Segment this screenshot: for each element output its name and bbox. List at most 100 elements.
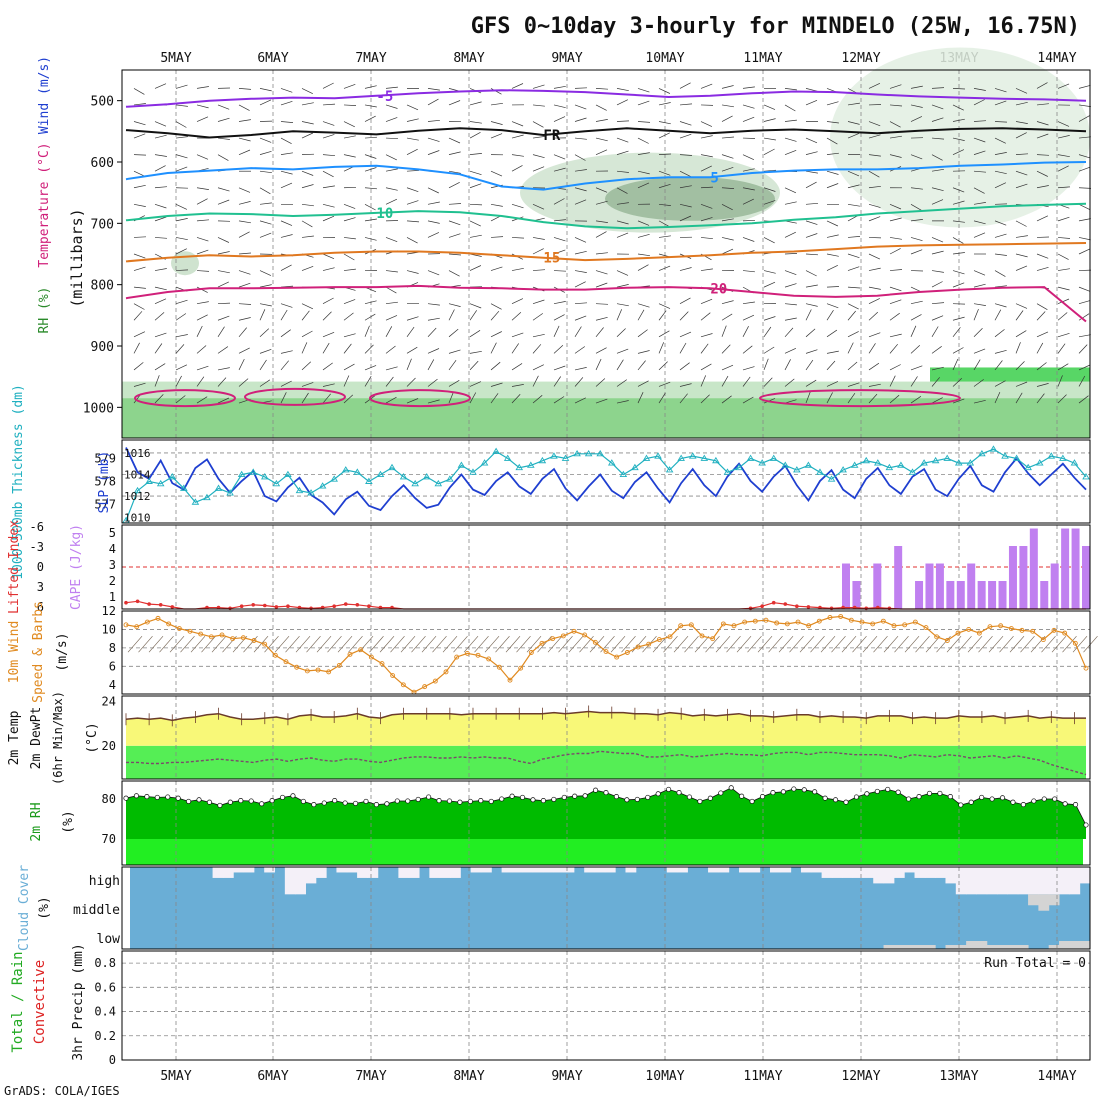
wind-barb	[322, 215, 335, 222]
wind-barb	[700, 375, 707, 387]
wind-barb	[700, 333, 713, 338]
wind-barb	[385, 376, 394, 387]
cloud-clear-high	[739, 867, 750, 873]
wind10-barb	[127, 635, 143, 653]
day-label-top: 12MAY	[841, 51, 880, 66]
wind-barb	[574, 237, 587, 243]
wind-barb	[154, 394, 164, 404]
wind-barb	[322, 154, 336, 157]
cloud-clear-low	[893, 945, 905, 949]
wind-barb	[196, 376, 205, 387]
rh-point	[697, 798, 703, 804]
rh-point	[478, 798, 484, 804]
wind-barb	[364, 204, 376, 211]
wind-barb	[427, 378, 438, 387]
wind-barb	[469, 265, 482, 271]
wind-barb	[868, 154, 881, 157]
wind-barb	[700, 83, 713, 89]
wind-barb	[742, 104, 755, 109]
thickness-point	[133, 486, 142, 494]
wind10-barb	[400, 635, 416, 653]
wind-barb	[553, 345, 564, 354]
wind-barb	[406, 316, 419, 321]
wind-barb	[385, 237, 398, 243]
wind-barb	[1078, 237, 1091, 241]
wind-barb	[931, 199, 944, 205]
cloud-clear-high	[1007, 867, 1019, 895]
li-tick-label: 0	[37, 560, 44, 574]
wind-barb	[889, 217, 902, 222]
wind-barb	[448, 309, 455, 321]
thickness-point	[411, 479, 419, 487]
wind-barb	[469, 170, 482, 176]
li-point	[262, 603, 267, 608]
wind-barb	[595, 137, 608, 142]
wind-barb	[364, 344, 374, 354]
wind-barb	[847, 203, 860, 207]
wind10-barb	[988, 635, 1004, 653]
wind-barb	[784, 270, 797, 276]
li-point	[783, 602, 788, 606]
wind10-point	[347, 651, 353, 657]
thickness-line	[125, 448, 1087, 521]
wind-barb	[700, 298, 713, 305]
li-point	[748, 606, 753, 611]
wind-barb	[175, 248, 187, 255]
wind10-barb	[841, 635, 857, 653]
wind-barb	[322, 267, 335, 271]
upper-ytick-label: 500	[91, 95, 114, 110]
rh-point	[718, 790, 724, 796]
wind10-point	[208, 634, 214, 640]
cloud-clear-high	[553, 867, 565, 873]
rh-point	[300, 798, 306, 804]
wind-barb	[973, 379, 984, 387]
wind-barb	[511, 203, 524, 209]
rh-unit: (%)	[61, 810, 76, 833]
wind-barb	[616, 150, 629, 155]
wind-barb	[973, 202, 986, 205]
wind-barb	[658, 102, 671, 106]
wind-barb	[196, 301, 209, 305]
wind10-barb	[715, 635, 731, 653]
rh-point	[1020, 802, 1026, 808]
wind-barb	[259, 359, 267, 371]
thickness-point	[1059, 454, 1067, 461]
wind-barb	[511, 298, 524, 304]
wind10-point	[912, 619, 918, 625]
wind-barb	[616, 202, 629, 205]
rh-point	[1031, 798, 1037, 804]
wind-barb	[1036, 266, 1049, 271]
wind-barb	[364, 167, 377, 172]
wind-barb	[700, 154, 713, 158]
wind10-point	[134, 624, 140, 630]
rh-point	[791, 786, 797, 792]
rh-point	[770, 790, 776, 796]
precip-ylabel-sub: Convective	[32, 960, 48, 1044]
cape-bar	[967, 563, 976, 609]
wind10-barb	[1009, 635, 1025, 653]
wind-barb	[469, 203, 483, 206]
wind-barb	[196, 116, 209, 122]
thickness-point	[897, 461, 905, 468]
wind-barb	[616, 400, 629, 404]
rh-point	[999, 795, 1006, 801]
thickness-point	[295, 486, 304, 494]
wind-barb	[1036, 82, 1048, 89]
wind-barb	[385, 198, 398, 205]
wind-barb	[196, 270, 210, 272]
cloud-clear-high	[542, 867, 554, 873]
wind10-point	[923, 625, 929, 631]
wind10-tick-label: 12	[102, 604, 116, 618]
wind-barb	[238, 201, 251, 205]
wind-barb	[784, 187, 797, 194]
wind-barb	[763, 237, 775, 244]
wind10-point	[1040, 637, 1046, 643]
thickness-point	[816, 468, 824, 475]
wind10-barb	[673, 635, 689, 653]
cape-bar	[1040, 581, 1049, 609]
wind-barb	[364, 313, 376, 321]
wind-barb	[805, 253, 819, 256]
wind-barb	[343, 237, 356, 240]
wind10-barb	[432, 635, 447, 653]
isotherm-15	[125, 242, 1087, 263]
